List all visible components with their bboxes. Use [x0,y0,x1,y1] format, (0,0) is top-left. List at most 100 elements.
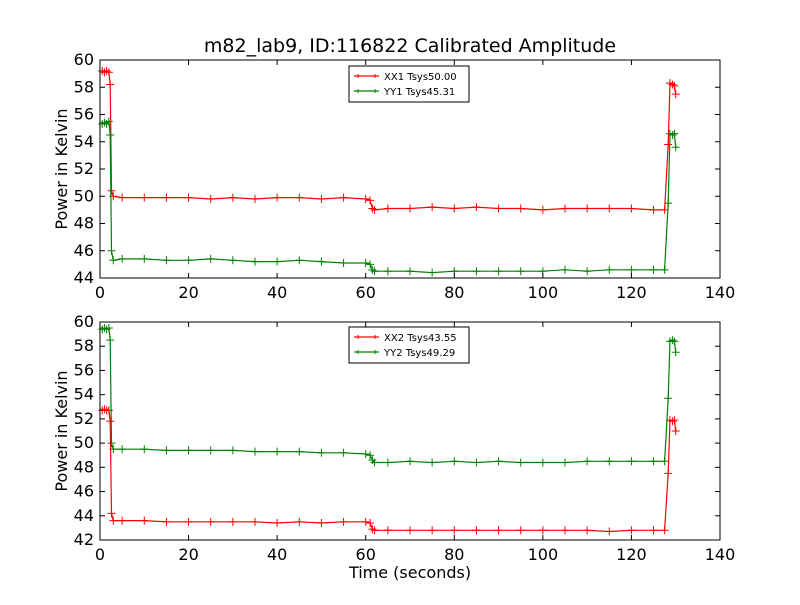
data-point-marker [472,267,481,276]
x-tick-label: 140 [705,545,736,564]
x-tick-label: 20 [178,283,198,302]
data-point-marker [583,267,592,276]
data-point-marker [538,526,547,535]
data-point-marker [649,526,658,535]
data-point-marker [317,257,326,266]
x-tick-label: 0 [95,545,105,564]
data-point-marker [383,204,392,213]
data-point-marker [472,526,481,535]
data-point-marker [366,519,375,528]
data-point-marker [228,193,237,202]
data-point-marker [583,457,592,466]
x-tick-label: 100 [528,545,559,564]
data-point-marker [140,516,149,525]
data-point-marker [649,457,658,466]
data-point-marker [251,517,259,526]
data-point-marker [140,254,149,263]
data-point-marker [368,204,377,213]
legend-label-2: YY2 Tsys49.29 [383,348,455,359]
data-point-marker [206,446,215,455]
data-point-marker [406,457,414,466]
data-point-marker [140,193,149,202]
x-tick-label: 120 [616,545,647,564]
x-tick-label: 60 [356,283,376,302]
data-point-marker [583,204,592,213]
data-point-marker [494,526,503,535]
data-point-marker [107,186,116,195]
data-point-marker [472,203,481,212]
data-point-marker [228,446,237,455]
y-tick-label: 56 [74,105,94,124]
data-point-marker [107,246,116,255]
data-point-marker [450,526,459,535]
y-tick-label: 52 [74,409,94,428]
data-point-marker [671,143,680,152]
bottom-panel: 0 20 40 60 80 100 120 140 42 44 46 48 50 52 54 56 58 60 Po… [52,312,735,582]
data-point-marker [516,458,525,467]
x-tick-label: 40 [267,545,287,564]
y-tick-label: 52 [74,159,94,178]
data-point-marker [670,416,679,425]
data-point-marker [670,129,679,138]
data-point-marker [118,445,127,454]
y-tick-label: 46 [74,482,94,501]
data-point-marker [228,256,237,265]
data-point-marker [561,204,569,213]
x-tick-label: 60 [356,545,376,564]
x-tick-label: 80 [444,545,464,564]
data-point-marker [538,458,547,467]
legend-marker-1 [356,74,377,78]
data-point-marker [660,526,669,535]
data-point-marker [428,203,437,212]
data-point-marker [516,204,525,213]
data-point-marker [605,457,614,466]
data-point-marker [106,336,115,345]
y-tick-label: 60 [74,50,94,69]
data-point-marker [109,445,118,454]
data-point-marker [273,447,282,456]
data-point-marker [206,194,215,203]
data-point-marker [107,509,116,518]
data-point-marker [428,526,437,535]
x-tick-label: 0 [95,283,105,302]
data-point-marker [605,527,614,536]
data-point-marker [406,267,414,276]
data-point-marker [162,517,171,526]
y-tick-label: 44 [74,268,94,287]
data-point-marker [339,259,348,268]
y-tick-label: 56 [74,360,94,379]
data-point-marker [670,337,679,346]
data-point-marker [100,118,109,127]
x-tick-label: 120 [616,283,647,302]
data-point-marker [627,204,636,213]
data-point-marker [162,193,171,202]
data-point-marker [106,130,115,139]
data-point-marker [664,199,673,208]
y-tick-label: 58 [74,77,94,96]
data-point-marker [671,427,680,435]
data-point-marker [370,267,379,276]
data-point-marker [118,516,127,525]
data-point-marker [184,193,193,202]
data-point-marker [668,417,677,426]
data-point-marker [273,257,282,266]
data-point-marker [383,458,392,467]
data-point-marker [366,451,375,460]
data-point-marker [295,517,304,526]
data-point-marker [366,196,375,205]
legend-box [348,65,470,103]
legend-label-1: XX2 Tsys43.55 [384,333,457,344]
data-point-marker [118,254,127,263]
data-point-marker [668,130,677,139]
data-point-marker [104,117,113,126]
data-point-marker [649,205,658,214]
data-point-marker [368,265,377,274]
legend-label-1: XX1 Tsys50.00 [384,72,457,83]
data-point-marker [273,193,282,202]
data-point-marker [366,260,375,269]
y-tick-label: 54 [74,385,94,404]
x-axis-label: Time (seconds) [348,563,471,582]
data-point-marker [251,194,259,203]
data-point-marker [361,259,370,268]
data-point-marker [140,445,149,454]
